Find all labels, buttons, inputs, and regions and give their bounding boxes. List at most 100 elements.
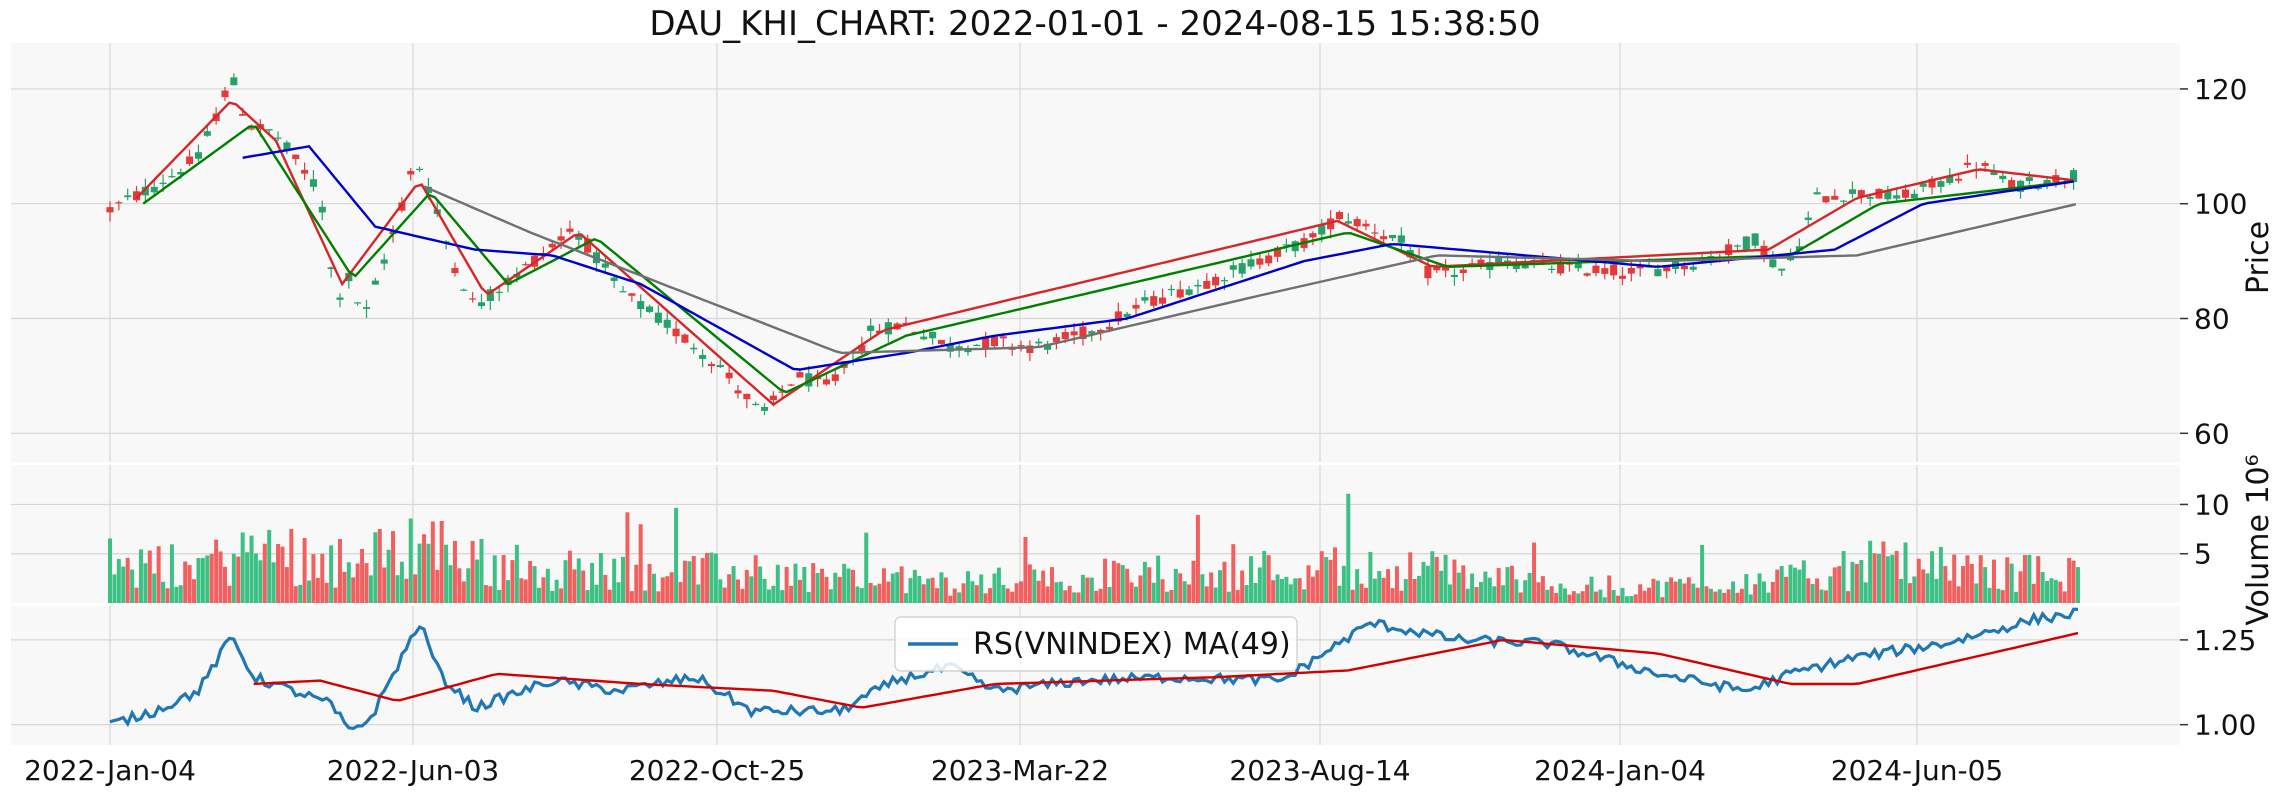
x-tick-label: 2022-Jun-03 <box>327 754 499 787</box>
volume-bar <box>1545 589 1550 603</box>
candle-body <box>778 391 786 393</box>
volume-bar <box>289 528 294 603</box>
volume-bar <box>1120 565 1125 603</box>
volume-bar <box>461 581 466 603</box>
candle-body <box>1442 265 1450 271</box>
volume-bar <box>957 592 962 603</box>
volume-bar <box>536 587 541 603</box>
volume-bar <box>806 591 811 603</box>
volume-bar <box>377 529 382 603</box>
volume-bar <box>307 580 312 603</box>
volume-bar <box>1456 572 1461 603</box>
volume-bar <box>1686 577 1691 603</box>
volume-bar <box>382 567 387 603</box>
volume-bar <box>1235 590 1240 603</box>
volume-bar <box>1350 589 1355 603</box>
moving-average-line-3 <box>242 144 2074 371</box>
volume-bar <box>532 566 537 603</box>
volume-bar <box>904 593 909 603</box>
volume-bar <box>541 577 546 603</box>
volume-bar <box>1116 563 1121 603</box>
candle-body <box>1220 280 1229 282</box>
candle-body <box>1990 170 1998 175</box>
candle-body <box>265 129 273 131</box>
volume-bar <box>877 583 882 603</box>
candle-body <box>1857 190 1865 197</box>
volume-bar <box>775 564 780 603</box>
volume-bar <box>1266 555 1271 603</box>
candle-body <box>1176 289 1184 298</box>
volume-bar <box>1408 552 1413 603</box>
candle-body <box>584 238 592 253</box>
candle-body <box>1557 262 1565 274</box>
volume-bar <box>2005 557 2010 603</box>
volume-bar <box>1089 577 1094 603</box>
candle-body <box>1052 337 1060 342</box>
volume-bar <box>1638 584 1643 603</box>
volume-bar <box>974 585 979 603</box>
volume-bar <box>687 561 692 603</box>
volume-bar <box>1368 551 1373 603</box>
volume-bar <box>1815 578 1820 603</box>
candle-body <box>1327 218 1335 230</box>
volume-bar <box>705 552 710 603</box>
volume-bar <box>753 555 758 603</box>
volume-bar <box>1921 569 1926 603</box>
volume-bar <box>1019 581 1024 603</box>
volume-bar <box>1293 578 1298 603</box>
volume-bar <box>1085 577 1090 603</box>
candle-body <box>1371 232 1379 234</box>
volume-bar <box>1806 578 1811 603</box>
volume-bar <box>1324 557 1329 603</box>
candle-body <box>1999 175 2007 179</box>
volume-bar <box>205 555 210 603</box>
volume-bar <box>1386 569 1391 603</box>
volume-bar <box>1337 585 1342 603</box>
candle-body <box>1778 268 1786 271</box>
candle-body <box>1627 267 1635 274</box>
volume-bar <box>1191 560 1196 603</box>
volume-bar <box>408 518 413 603</box>
volume-bar <box>364 563 369 603</box>
volume-bar <box>1682 583 1687 603</box>
volume-bar <box>479 538 484 603</box>
volume-bar <box>1912 576 1917 603</box>
candle-body <box>336 297 344 300</box>
y-tick-label: 80 <box>2194 303 2230 336</box>
volume-bar <box>1837 566 1842 603</box>
volume-bar <box>1558 583 1563 603</box>
volume-bar <box>1899 578 1904 603</box>
volume-bar <box>727 574 732 603</box>
volume-bar <box>1328 559 1333 603</box>
x-tick-label: 2022-Jan-04 <box>24 754 196 787</box>
volume-bar <box>1509 565 1514 603</box>
volume-bar <box>1903 542 1908 603</box>
volume-bar <box>647 563 652 603</box>
volume-bar <box>1907 583 1912 603</box>
candle-body <box>2043 179 2051 187</box>
volume-bar <box>214 539 219 603</box>
volume-bar <box>1567 594 1572 603</box>
volume-bar <box>1505 567 1510 603</box>
volume-bar <box>1151 582 1156 603</box>
candle-body <box>610 277 618 281</box>
volume-bar <box>802 566 807 603</box>
volume-bar <box>1633 594 1638 603</box>
volume-bar <box>1810 583 1815 603</box>
volume-bar <box>740 588 745 603</box>
volume-bar <box>1129 582 1134 603</box>
volume-bar <box>762 578 767 603</box>
volume-bar <box>1952 554 1957 603</box>
volume-bar <box>417 543 422 603</box>
volume-bar <box>1620 587 1625 603</box>
candle-body <box>716 364 724 368</box>
volume-bar <box>475 559 480 603</box>
volume-bar <box>1125 568 1130 603</box>
moving-average-line-4 <box>423 185 2077 355</box>
candle-body <box>292 154 300 160</box>
volume-bar <box>868 582 873 603</box>
volume-bar <box>895 572 900 603</box>
volume-bar <box>130 569 135 603</box>
volume-bar <box>1452 559 1457 603</box>
